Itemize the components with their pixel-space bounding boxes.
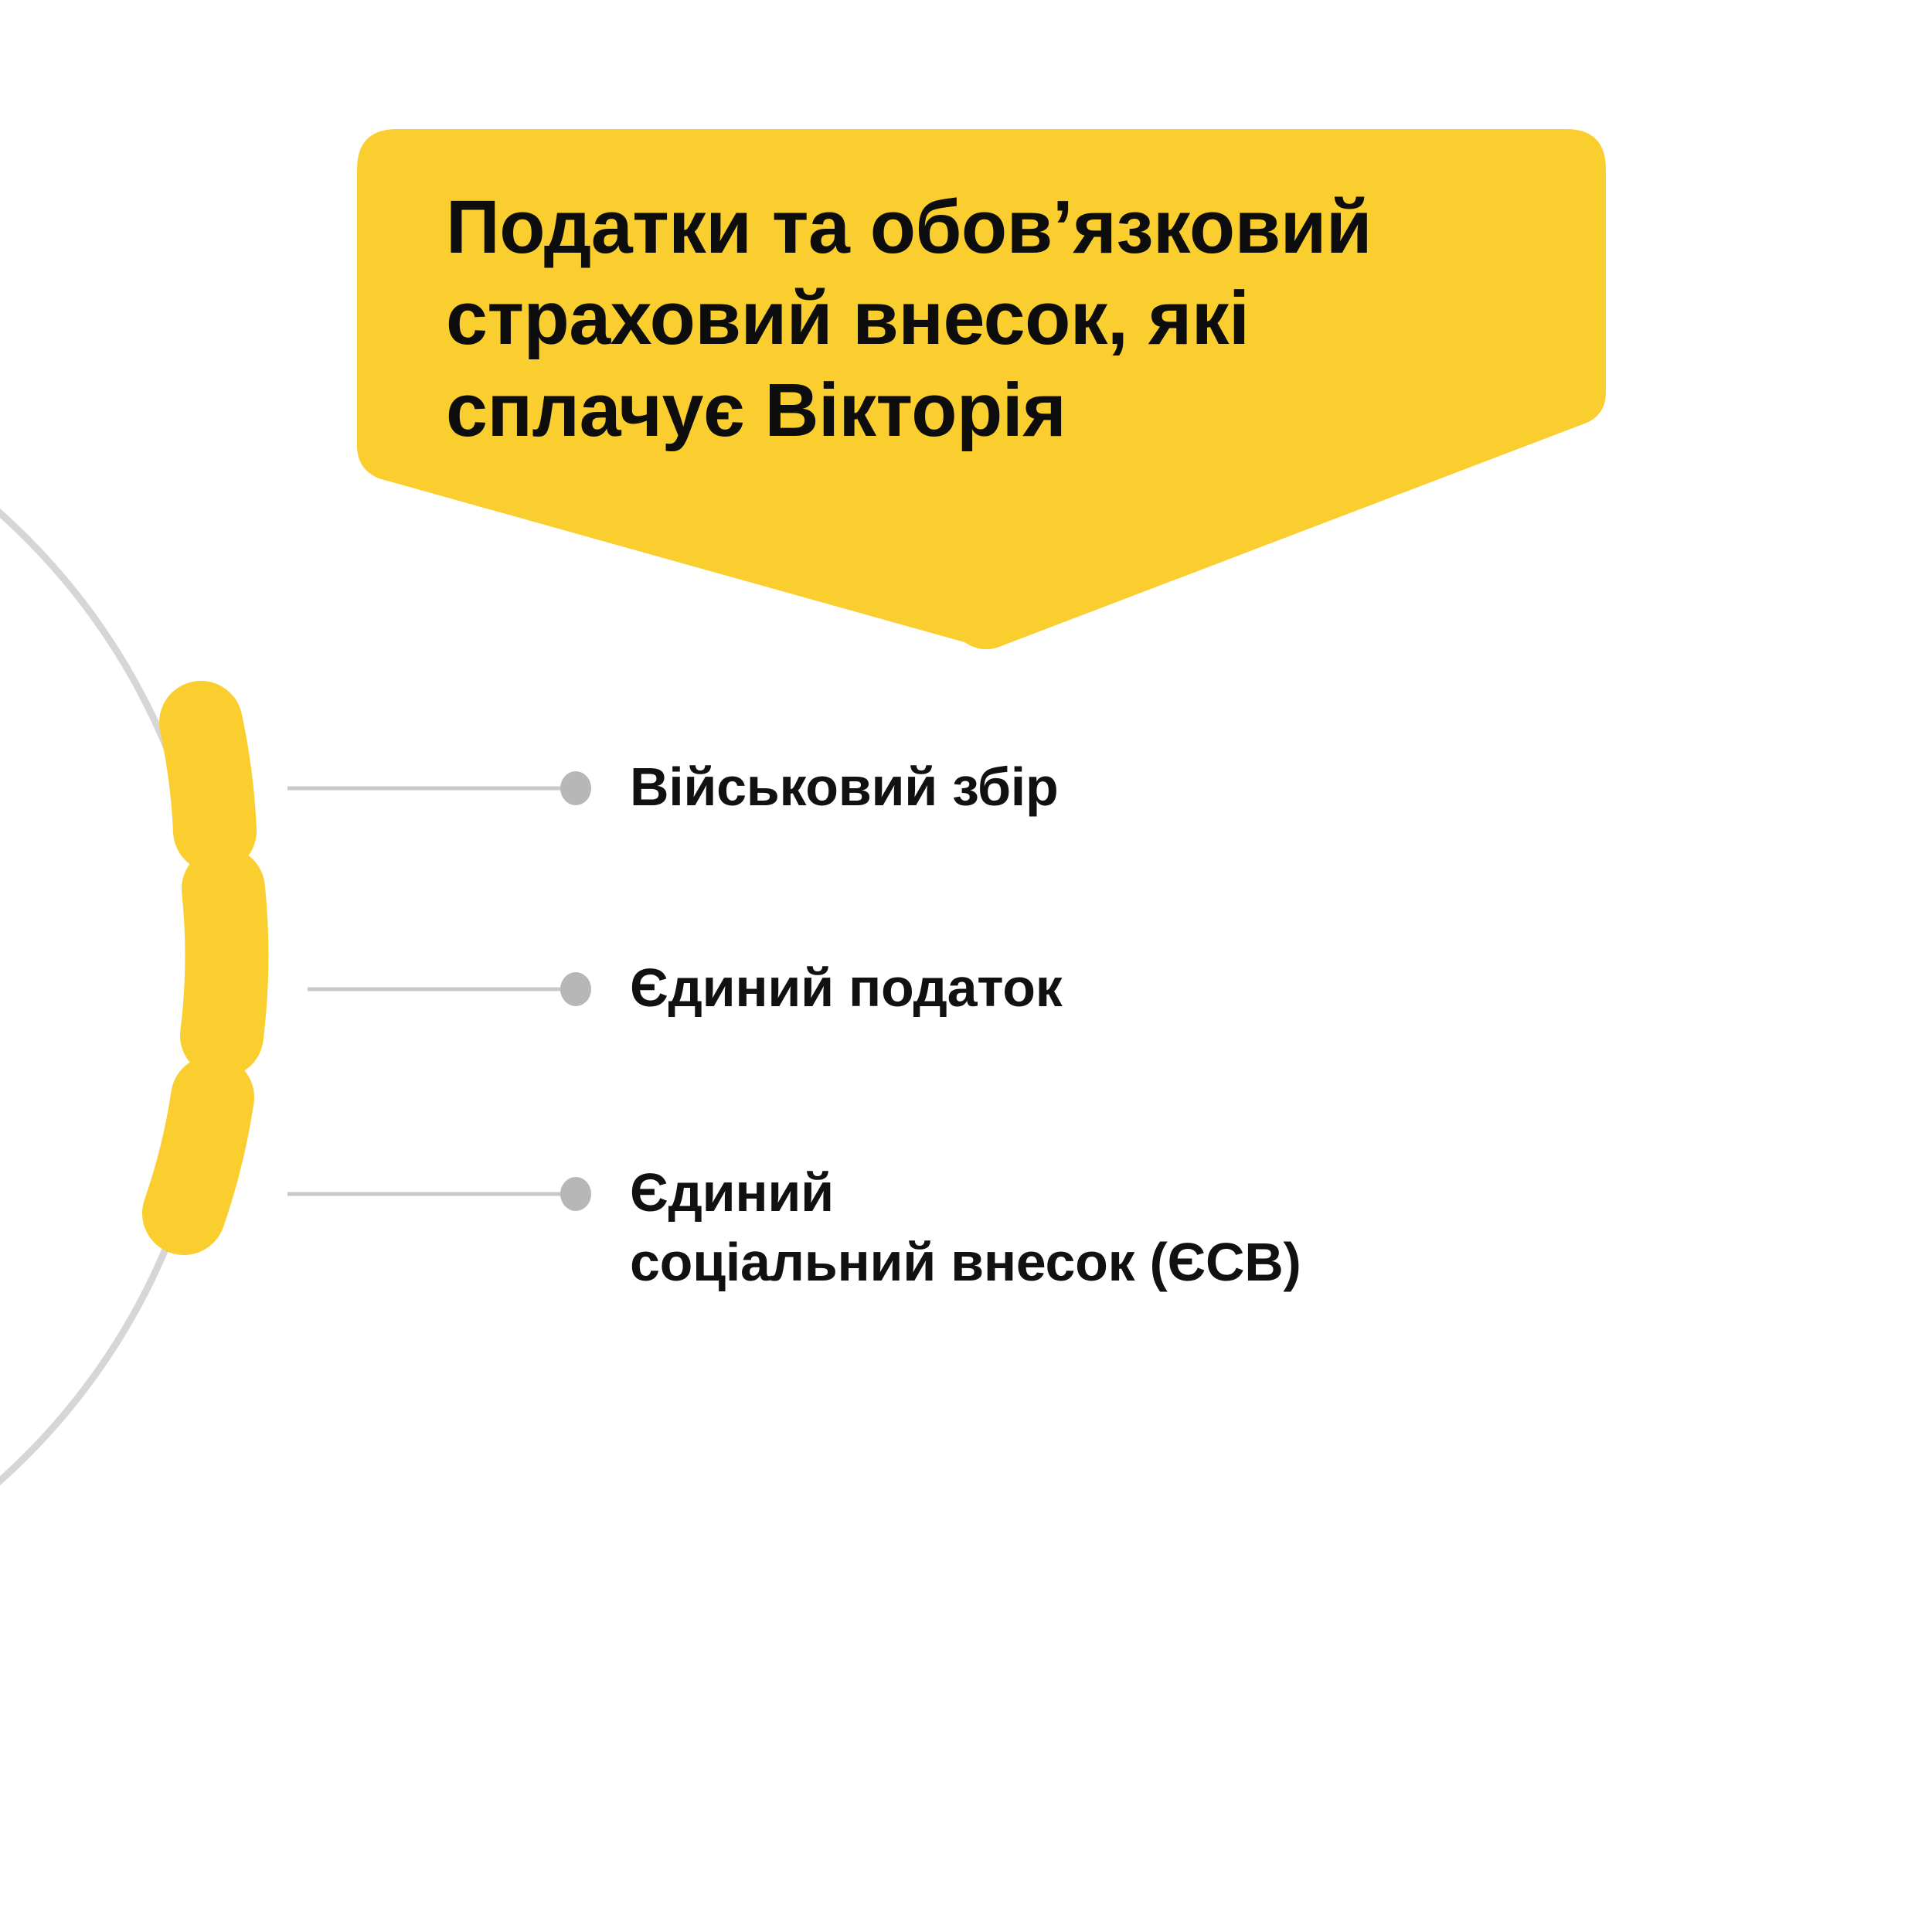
list-item-dot <box>560 771 591 805</box>
list-item-label: Єдиний соціальний внесок (ЄСВ) <box>630 1162 1301 1292</box>
speech-bubble-shape <box>357 129 1606 650</box>
list-item-dot <box>560 1177 591 1211</box>
footer: Міністерство фінансів України <box>0 1777 1932 1932</box>
list-item-label: Єдиний податок <box>630 957 1063 1018</box>
list-item-dot <box>560 972 591 1006</box>
page-title: Податки та обов’язковий страховий внесок… <box>446 185 1372 452</box>
speech-bubble-path <box>357 129 1606 650</box>
list-item-label: Військовий збір <box>630 757 1059 817</box>
title-speech-bubble: Податки та обов’язковий страховий внесок… <box>357 129 1606 662</box>
